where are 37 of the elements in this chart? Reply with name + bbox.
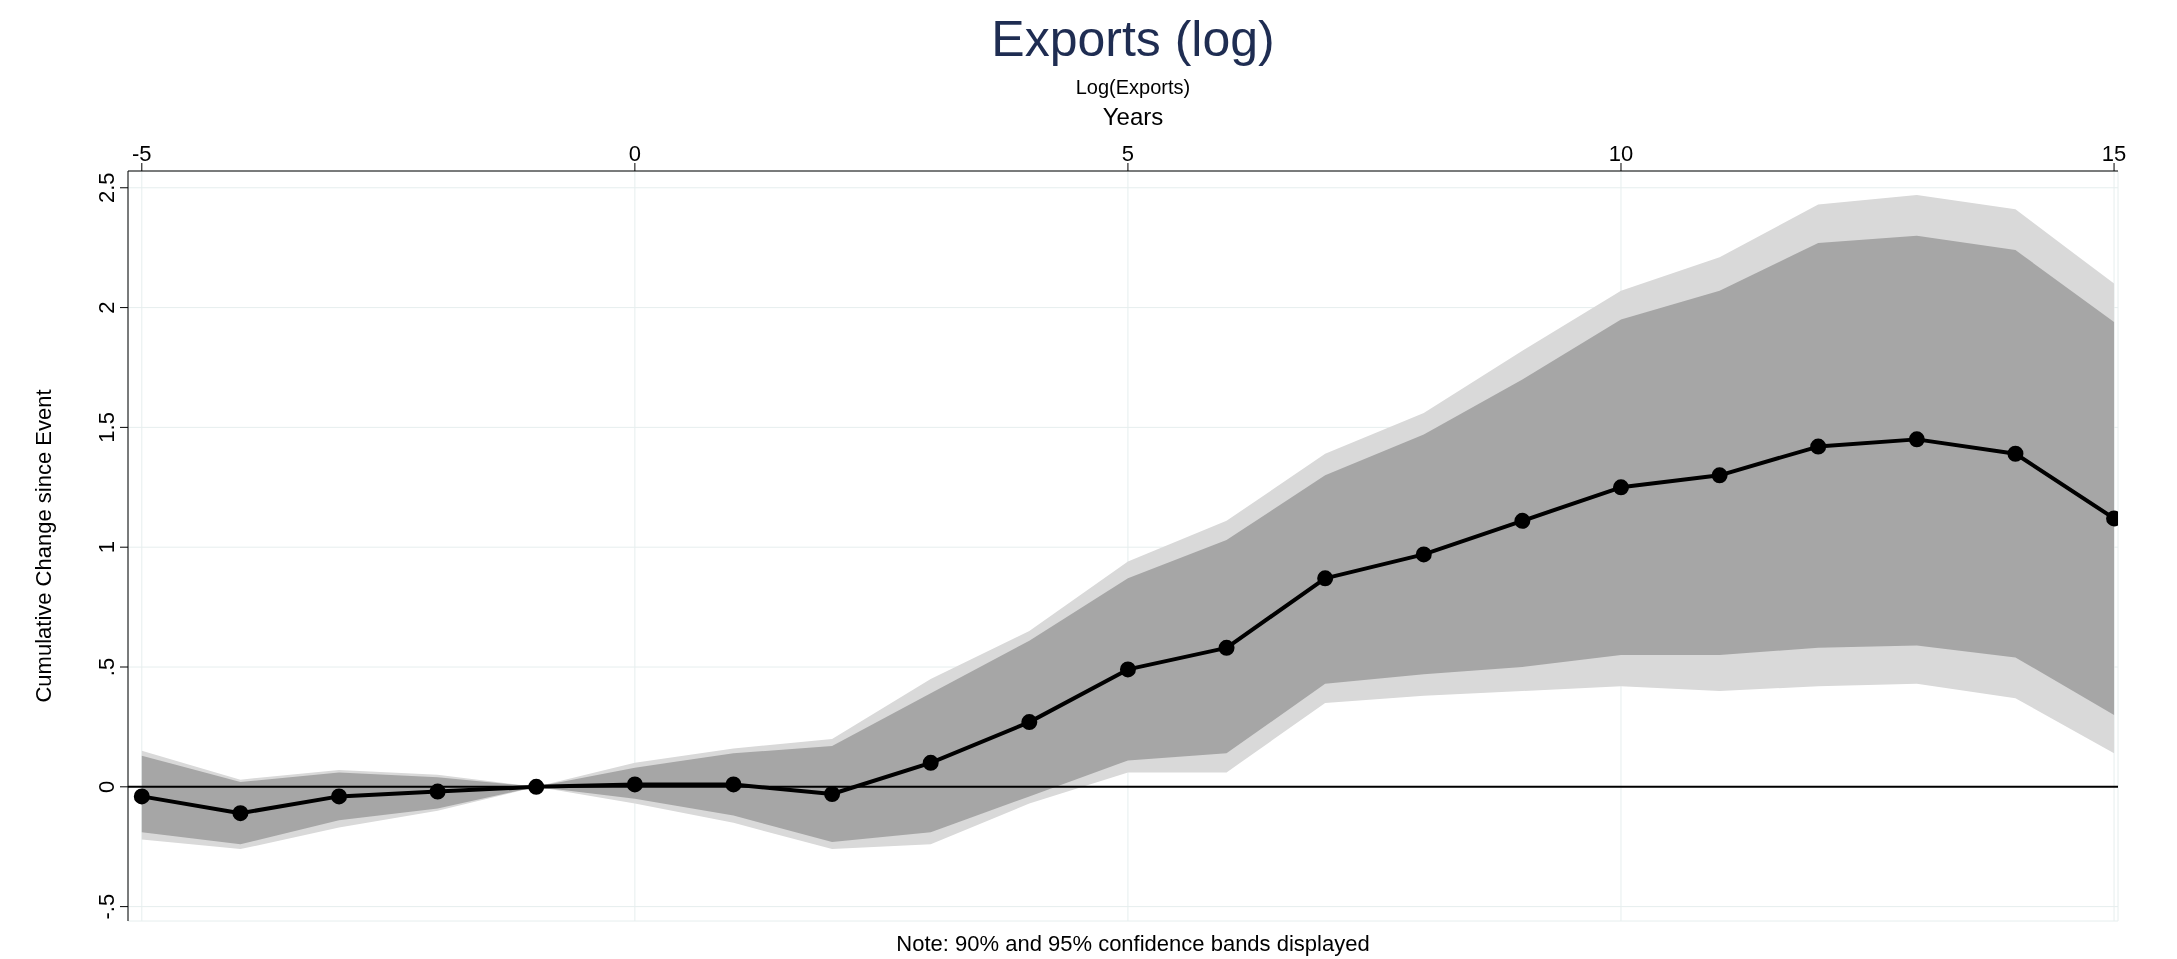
chart-subtitle: Log(Exports) xyxy=(1074,76,1192,99)
point xyxy=(1908,431,1925,448)
point xyxy=(1514,512,1531,529)
point xyxy=(1021,714,1038,731)
x-tick-label: 15 xyxy=(2101,141,2127,166)
y-axis-title: Cumulative Change since Event xyxy=(30,389,56,703)
y-tick-label: .5 xyxy=(94,657,119,677)
chart-title: Exports (log) xyxy=(990,10,1276,68)
point xyxy=(824,786,841,802)
x-tick-label: 10 xyxy=(1608,141,1634,166)
y-tick-label: 1.5 xyxy=(94,412,119,443)
point xyxy=(725,776,742,793)
point xyxy=(331,788,348,805)
point xyxy=(429,783,446,800)
x-tick-label: -5 xyxy=(132,141,152,166)
x-tick-label: 0 xyxy=(628,141,641,166)
point xyxy=(1218,639,1235,656)
y-tick-label: 0 xyxy=(94,780,119,793)
point xyxy=(528,778,545,795)
point xyxy=(1119,661,1136,678)
point xyxy=(1711,467,1728,484)
point xyxy=(1415,546,1432,563)
point xyxy=(922,754,939,771)
y-tick-label: -.5 xyxy=(94,893,119,920)
y-tick-label: 2.5 xyxy=(94,172,119,204)
point xyxy=(1810,438,1827,455)
point xyxy=(626,776,643,793)
x-tick-label: 5 xyxy=(1121,141,1135,166)
point xyxy=(133,788,150,805)
text: Note: 90% and 95% confidence bands displayed xyxy=(895,931,1371,957)
point xyxy=(232,805,249,822)
point xyxy=(2007,445,2024,462)
x-axis-title: Years xyxy=(1101,103,1165,131)
y-tick-label: 2 xyxy=(94,301,119,314)
point xyxy=(1612,479,1629,496)
point xyxy=(1317,570,1334,587)
y-tick-label: 1 xyxy=(94,541,119,554)
